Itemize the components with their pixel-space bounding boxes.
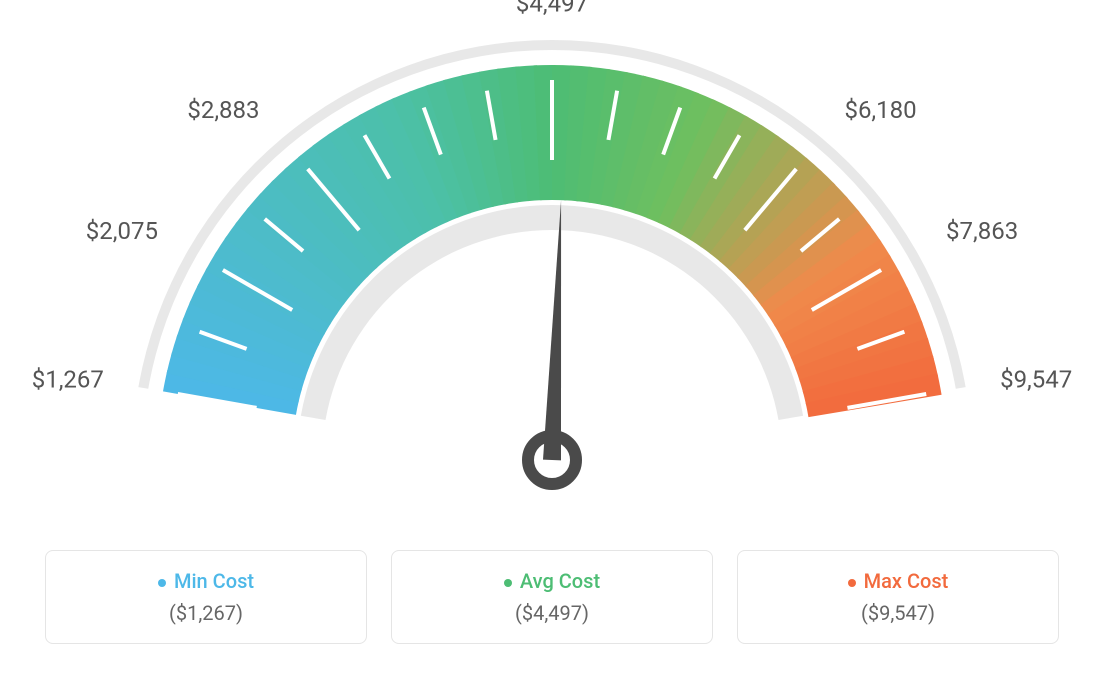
- legend-dot-icon: [158, 579, 166, 587]
- legend-title: Min Cost: [46, 569, 366, 593]
- legend-title: Avg Cost: [392, 569, 712, 593]
- legend-title: Max Cost: [738, 569, 1058, 593]
- legend-row: Min Cost ($1,267) Avg Cost ($4,497) Max Cost…: [0, 550, 1104, 644]
- gauge-area: $1,267 $2,075 $2,883 $4,497 $6,180 $7,863 $9,5…: [0, 0, 1104, 530]
- tick-label: $7,863: [946, 217, 1018, 245]
- legend-title-text: Max Cost: [864, 569, 949, 593]
- legend-title-text: Min Cost: [174, 569, 254, 593]
- gauge-chart-container: $1,267 $2,075 $2,883 $4,497 $6,180 $7,863 $9,5…: [0, 0, 1104, 690]
- tick-label: $2,075: [86, 217, 158, 245]
- legend-item: Min Cost ($1,267): [45, 550, 367, 644]
- legend-dot-icon: [848, 579, 856, 587]
- legend-dot-icon: [504, 579, 512, 587]
- tick-label: $9,547: [1000, 365, 1072, 393]
- tick-label: $2,883: [187, 96, 259, 124]
- legend-item: Max Cost ($9,547): [737, 550, 1059, 644]
- legend-value: ($1,267): [46, 601, 366, 625]
- gauge-needle: [543, 200, 561, 460]
- tick-label: $6,180: [844, 96, 916, 124]
- legend-title-text: Avg Cost: [520, 569, 600, 593]
- tick-label: $1,267: [32, 365, 104, 393]
- legend-value: ($4,497): [392, 601, 712, 625]
- gauge-svg: $1,267 $2,075 $2,883 $4,497 $6,180 $7,863 $9,5…: [0, 0, 1104, 530]
- legend-value: ($9,547): [738, 601, 1058, 625]
- tick-label: $4,497: [516, 0, 588, 17]
- legend-item: Avg Cost ($4,497): [391, 550, 713, 644]
